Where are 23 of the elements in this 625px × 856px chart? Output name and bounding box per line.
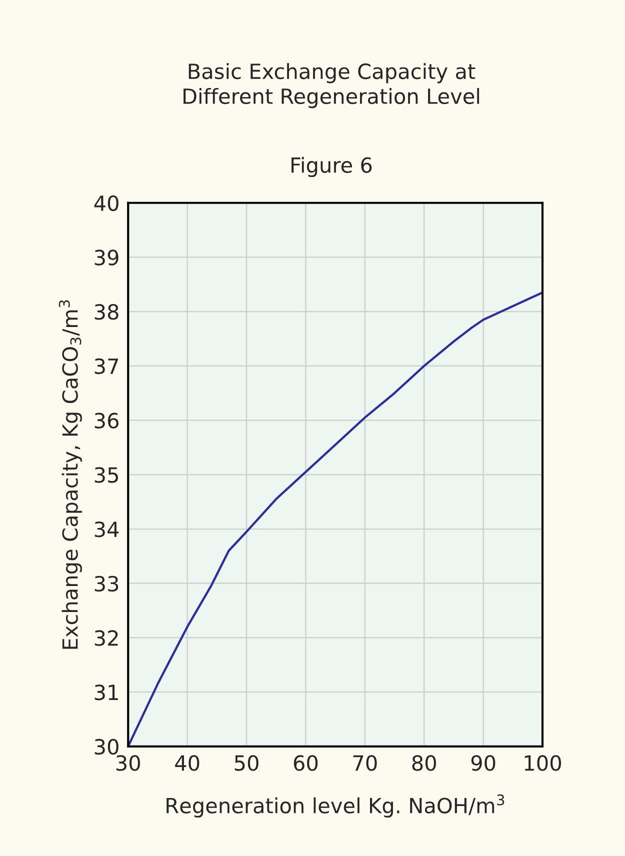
x-tick-label: 90: [471, 755, 496, 771]
x-tick-label: 40: [175, 755, 200, 771]
x-tick-label: 70: [353, 755, 377, 771]
x-tick-label: 80: [412, 755, 436, 771]
y-tick-label: 36: [94, 412, 118, 429]
x-tick-label: 60: [294, 755, 318, 771]
chart-title: Basic Exchange Capacity at Different Regeneration Level: [184, 63, 480, 108]
x-tick-label: 30: [116, 755, 140, 771]
chart-subtitle: Figure 6: [292, 156, 372, 177]
x-tick-label: 100: [524, 755, 561, 771]
y-tick-label: 37: [94, 358, 118, 374]
y-tick-label: 30: [94, 738, 118, 755]
y-tick-label: 34: [94, 521, 119, 538]
y-tick-label: 39: [94, 250, 118, 266]
y-tick-label: 38: [94, 304, 118, 320]
x-axis-title: Regeneration level Kg. NaOH/m$^{3}$: [166, 794, 504, 818]
y-tick-label: 31: [94, 684, 118, 700]
y-tick-label: 40: [94, 195, 118, 212]
x-tick-label: 50: [234, 755, 258, 771]
y-axis-title: Exchange Capacity, Kg CaCO$_{3}$/m$^{3}$: [58, 300, 82, 649]
y-tick-label: 33: [94, 576, 118, 592]
y-tick-label: 35: [94, 467, 118, 483]
y-tick-label: 32: [94, 630, 118, 646]
